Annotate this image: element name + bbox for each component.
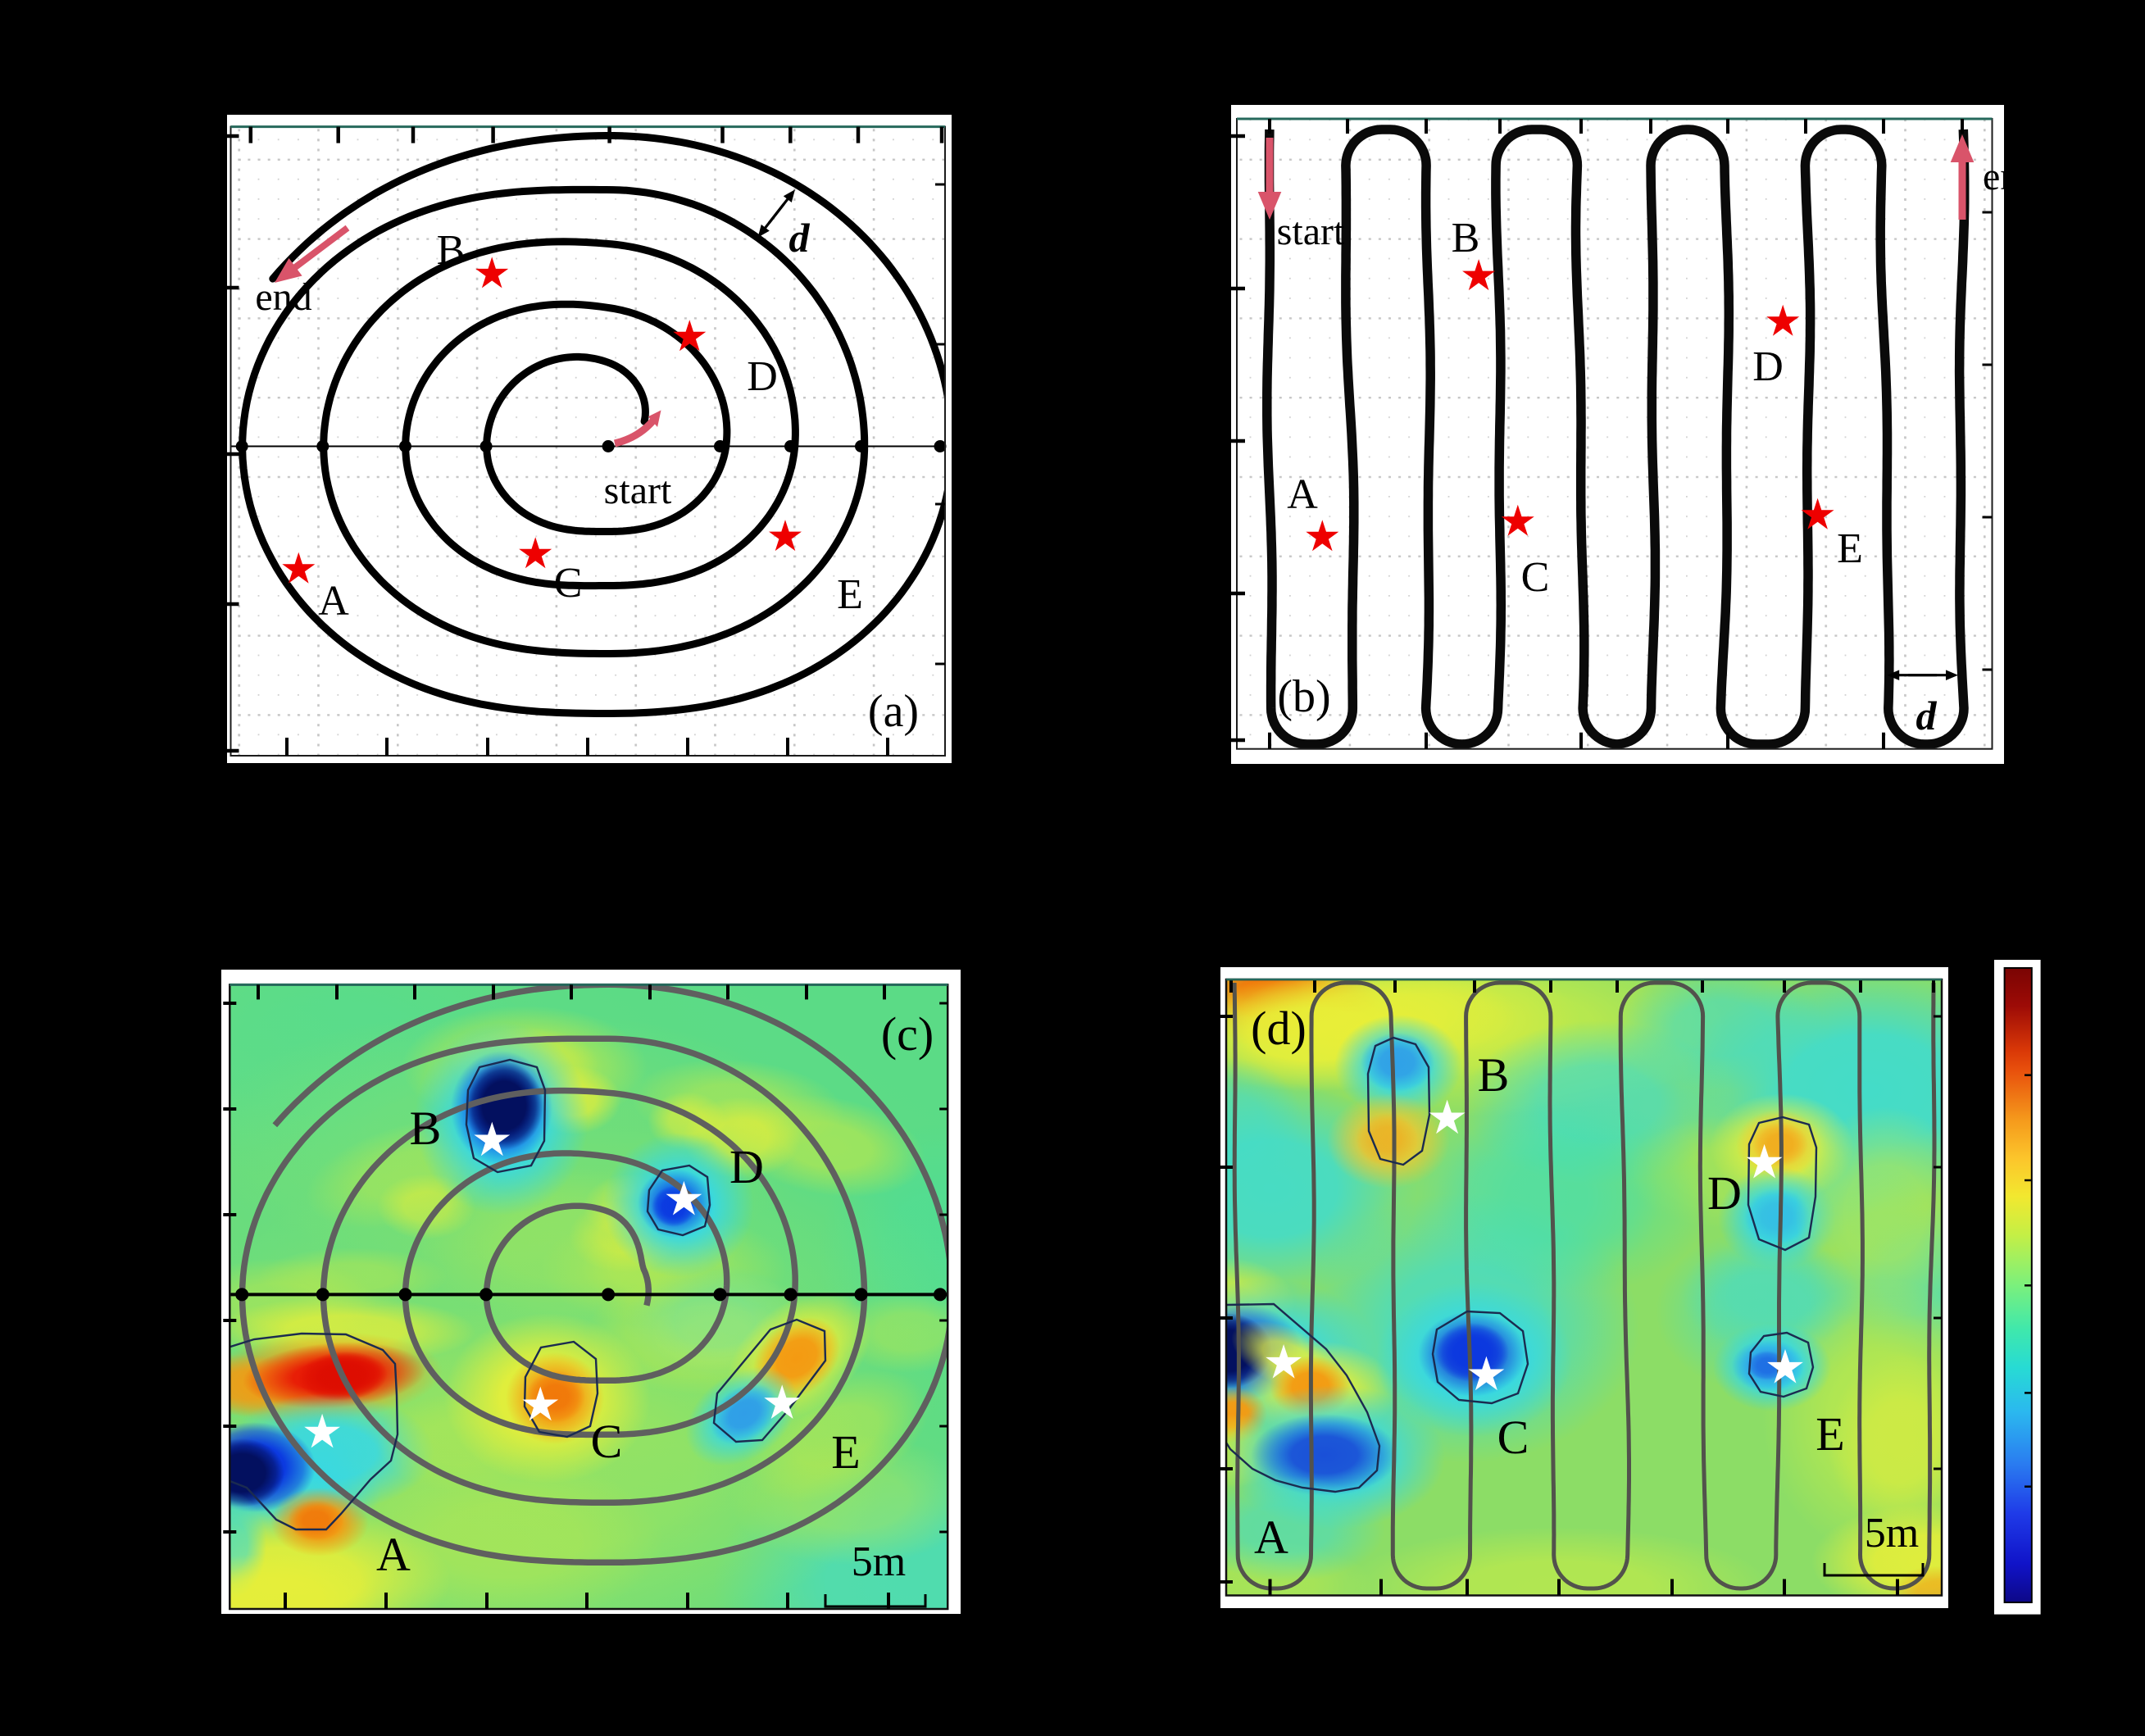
svg-text:D: D (1707, 1166, 1742, 1220)
svg-text:A: A (1287, 471, 1318, 518)
svg-text:start: start (604, 469, 672, 512)
svg-text:A: A (318, 578, 349, 625)
svg-text:B: B (437, 227, 466, 274)
svg-text:E: E (1837, 525, 1863, 572)
svg-text:A: A (1254, 1511, 1288, 1564)
svg-text:B: B (1452, 215, 1480, 261)
svg-text:start: start (1277, 210, 1345, 253)
svg-text:C: C (554, 560, 583, 607)
svg-text:(b): (b) (1277, 671, 1330, 722)
svg-text:5m: 5m (1865, 1510, 1919, 1556)
svg-text:(c): (c) (881, 1007, 934, 1061)
svg-text:E: E (1816, 1407, 1844, 1461)
svg-text:D: D (729, 1140, 764, 1193)
svg-text:E: E (831, 1425, 860, 1479)
svg-text:(a): (a) (868, 686, 919, 737)
svg-text:B: B (1478, 1048, 1510, 1102)
svg-text:A: A (376, 1528, 411, 1581)
svg-text:D: D (747, 353, 778, 400)
svg-text:5m: 5m (852, 1538, 906, 1585)
svg-text:D: D (1752, 343, 1784, 390)
svg-text:E: E (837, 571, 863, 618)
svg-text:B: B (410, 1102, 442, 1155)
svg-text:C: C (591, 1415, 623, 1468)
svg-text:(d): (d) (1251, 1002, 1307, 1055)
svg-text:d: d (1916, 693, 1938, 738)
svg-text:end: end (1983, 155, 2039, 198)
svg-text:end: end (255, 275, 311, 319)
svg-text:C: C (1521, 554, 1550, 601)
svg-text:C: C (1497, 1411, 1529, 1464)
svg-text:d: d (789, 215, 811, 261)
